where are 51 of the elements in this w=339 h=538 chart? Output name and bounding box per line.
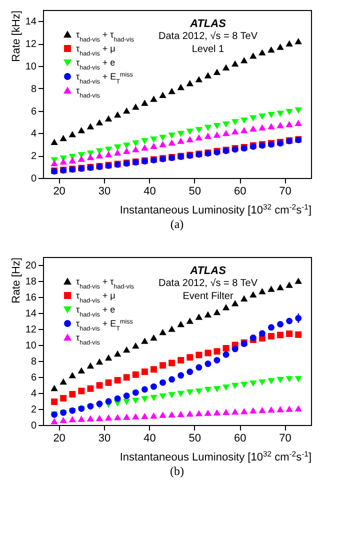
x-tick-label: 20 bbox=[53, 432, 66, 444]
text: (a) bbox=[170, 217, 184, 231]
y-tick-label: 0 bbox=[30, 174, 37, 184]
legend-label: τ$_{had-vis}$ + e bbox=[76, 58, 116, 71]
x-tick-label: 30 bbox=[98, 432, 111, 444]
x-axis-title: Instantaneous Luminosity [10$^{32}$ cm$^{-2}$s$^{-1}$] bbox=[120, 449, 312, 464]
y-tick-label: 8 bbox=[30, 84, 37, 95]
legend-label: τ$_{had-vis}$ + μ bbox=[76, 44, 116, 57]
y-tick-label: 6 bbox=[30, 106, 37, 118]
x-tick-label: 20 bbox=[53, 186, 66, 198]
y-tick-label: 4 bbox=[30, 388, 37, 400]
x-tick-label: 60 bbox=[234, 432, 246, 444]
legend-label: τ$_{had-vis}$ + e bbox=[76, 304, 116, 318]
x-axis-title: Instantaneous Luminosity [10$^{32}$ cm$^{-2}$s$^{-1}$] bbox=[120, 202, 312, 216]
y-tick-label: 6 bbox=[30, 372, 37, 384]
annotation: Data 2012, √s = 8 TeV bbox=[158, 31, 258, 42]
legend-label: τ$_{had-vis}$ bbox=[76, 86, 100, 99]
legend-label: τ$_{had-vis}$ + μ bbox=[76, 290, 116, 304]
x-tick-label: 70 bbox=[279, 432, 292, 444]
y-axis-title: Rate [Hz] bbox=[10, 258, 22, 304]
x-tick-label: 40 bbox=[144, 186, 156, 198]
x-tick-label: 50 bbox=[188, 432, 202, 444]
y-axis-title: Rate [kHz] bbox=[10, 10, 22, 62]
annotation: Data 2012, √s = 8 TeV bbox=[158, 278, 258, 289]
y-tick-label: 8 bbox=[30, 356, 37, 368]
y-tick-label: 10 bbox=[25, 340, 37, 352]
y-tick-label: 2 bbox=[30, 151, 37, 162]
y-tick-label: 2 bbox=[30, 404, 37, 416]
y-tick-label: 12 bbox=[25, 324, 37, 336]
y-tick-label: 18 bbox=[25, 276, 37, 288]
y-tick-label: 4 bbox=[30, 128, 37, 140]
y-tick-label: 14 bbox=[25, 16, 37, 28]
annotation: ATLAS bbox=[189, 18, 227, 30]
x-tick-label: 50 bbox=[188, 186, 202, 198]
legend-label: τ$_{had-vis}$ + τ$_{had-vis}$ bbox=[76, 30, 134, 43]
legend-label: τ$_{had-vis}$ bbox=[76, 332, 100, 346]
x-tick-label: 40 bbox=[144, 432, 156, 444]
y-tick-label: 20 bbox=[25, 260, 37, 272]
y-tick-label: 12 bbox=[25, 39, 37, 50]
x-tick-label: 30 bbox=[98, 186, 111, 198]
annotation: ATLAS bbox=[189, 265, 227, 277]
y-tick-label: 14 bbox=[25, 308, 37, 320]
y-tick-label: 16 bbox=[25, 292, 37, 304]
text: (b) bbox=[170, 464, 184, 478]
annotation: Event Filter bbox=[182, 291, 234, 302]
x-tick-label: 70 bbox=[279, 186, 292, 198]
y-tick-label: 0 bbox=[30, 420, 37, 432]
legend-label: τ$_{had-vis}$ + τ$_{had-vis}$ bbox=[76, 276, 134, 290]
y-tick-label: 10 bbox=[25, 62, 37, 72]
annotation: Level 1 bbox=[192, 44, 225, 55]
x-tick-label: 60 bbox=[234, 186, 246, 198]
